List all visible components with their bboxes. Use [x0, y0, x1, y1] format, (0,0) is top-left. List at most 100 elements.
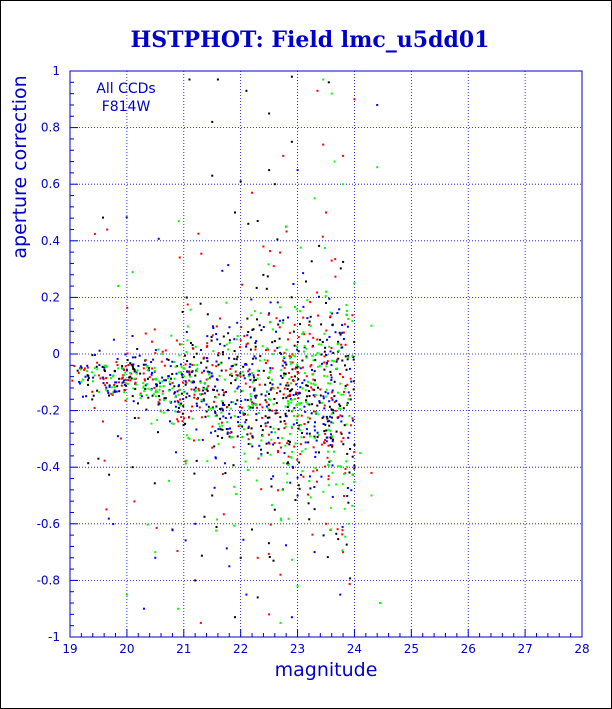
data-point [177, 607, 180, 610]
data-point [87, 383, 89, 386]
data-point [234, 370, 237, 373]
data-point [278, 337, 281, 340]
data-point [184, 363, 187, 366]
data-point [171, 360, 174, 363]
data-point [246, 469, 249, 471]
data-point [86, 366, 89, 369]
data-point [273, 508, 276, 511]
data-point [215, 365, 218, 368]
data-point [296, 341, 299, 344]
data-point [281, 437, 284, 440]
data-point [246, 317, 249, 320]
data-point [206, 386, 208, 389]
data-point [126, 359, 129, 361]
data-point [216, 518, 218, 521]
data-point [215, 526, 218, 528]
data-point [288, 432, 291, 435]
data-point [230, 431, 233, 434]
data-point [265, 442, 268, 445]
data-point [273, 183, 276, 186]
y-tick-label: -0.8 [37, 573, 60, 587]
data-point [323, 374, 326, 377]
data-point [336, 528, 339, 531]
data-point [229, 436, 232, 439]
data-point [287, 409, 290, 412]
data-point [203, 356, 205, 359]
data-point [338, 331, 341, 334]
data-point [341, 529, 344, 532]
data-point [264, 394, 267, 397]
data-point [162, 411, 165, 414]
data-point [332, 409, 335, 412]
data-point [346, 452, 349, 455]
data-point [265, 401, 268, 404]
data-point [118, 377, 121, 380]
data-point [204, 415, 207, 418]
data-point [187, 436, 190, 439]
data-point [320, 353, 323, 356]
data-point [205, 378, 208, 381]
data-point [345, 304, 348, 307]
data-point [111, 393, 114, 396]
data-point [173, 385, 176, 388]
data-point [240, 390, 243, 393]
data-point [191, 347, 194, 350]
data-point [163, 397, 166, 400]
data-point [339, 333, 342, 336]
data-point [211, 446, 214, 449]
data-point [104, 384, 107, 387]
data-point [305, 384, 308, 387]
data-point [188, 379, 191, 382]
data-point [267, 263, 270, 266]
data-point [266, 347, 269, 350]
data-point [287, 395, 289, 398]
data-point [302, 331, 305, 334]
data-point [283, 452, 286, 455]
data-point [258, 383, 261, 386]
data-point [312, 373, 315, 375]
data-point [350, 380, 353, 383]
data-point [161, 376, 164, 379]
data-point [348, 431, 351, 434]
data-point [326, 456, 329, 459]
data-point [174, 396, 177, 399]
data-point [278, 319, 281, 322]
data-point [92, 376, 95, 379]
data-point [340, 343, 343, 346]
data-point [270, 387, 273, 390]
data-point [238, 424, 241, 426]
data-point [331, 471, 334, 474]
data-point [133, 369, 136, 371]
data-point [303, 379, 306, 382]
data-point [347, 436, 350, 439]
data-point [329, 444, 332, 447]
data-point [133, 417, 136, 419]
data-point [318, 295, 320, 298]
data-point [246, 399, 249, 402]
data-point [144, 379, 146, 382]
data-point [298, 461, 301, 464]
data-point [155, 383, 157, 386]
data-point [313, 551, 316, 554]
data-point [342, 338, 345, 340]
data-point [299, 386, 302, 389]
data-point [348, 583, 351, 585]
data-point [205, 345, 208, 348]
data-point [184, 539, 187, 542]
data-point [333, 401, 336, 403]
data-point [302, 436, 305, 439]
data-point [265, 349, 267, 351]
data-point [244, 413, 246, 416]
data-point [321, 417, 324, 420]
data-point [177, 420, 180, 423]
data-point [249, 442, 252, 445]
data-point [287, 404, 290, 407]
data-point [161, 350, 164, 353]
data-point [176, 550, 179, 552]
data-point [258, 369, 260, 372]
data-point [83, 368, 86, 371]
data-point [328, 345, 331, 348]
data-point [146, 364, 149, 367]
data-point [334, 258, 337, 261]
data-point [284, 425, 287, 428]
